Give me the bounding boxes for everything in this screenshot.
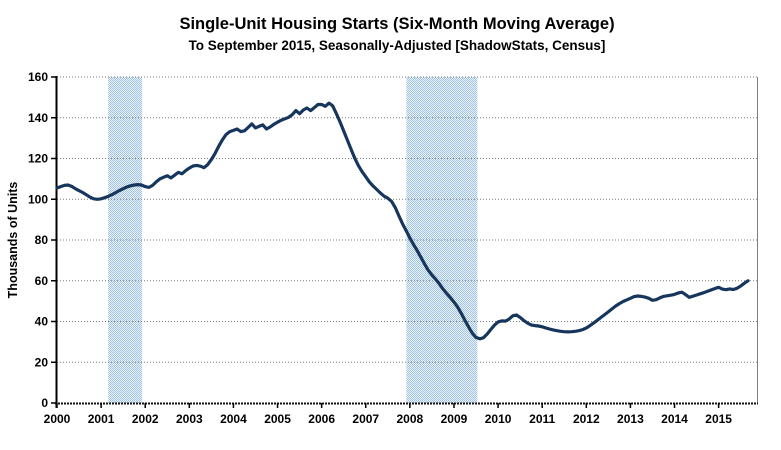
y-tick-label: 80 — [35, 233, 49, 247]
y-tick-label: 120 — [28, 152, 48, 166]
x-tick-label: 2002 — [132, 412, 159, 426]
plot-area: 0 20 40 60 80 100 120 140 160 2000 2001 2002 2003 200… — [28, 70, 758, 426]
x-tick-label: 2007 — [352, 412, 379, 426]
x-tick-label: 2015 — [705, 412, 732, 426]
housing-starts-series-line — [55, 101, 750, 341]
y-axis-title: Thousands of Units — [6, 182, 20, 299]
y-tick-label: 140 — [28, 111, 48, 125]
x-tick-label: 2014 — [661, 412, 688, 426]
y-tick-label: 20 — [35, 355, 49, 369]
chart-subtitle: To September 2015, Seasonally-Adjusted [… — [189, 38, 606, 53]
x-tick-label: 2011 — [529, 412, 555, 426]
x-tick-label: 2013 — [617, 412, 644, 426]
x-tick-label: 2000 — [44, 412, 71, 426]
x-tick-label: 2006 — [308, 412, 335, 426]
y-tick-label: 40 — [35, 315, 49, 329]
y-tick-label: 60 — [35, 274, 49, 288]
x-tick-label: 2004 — [220, 412, 247, 426]
chart-title: Single-Unit Housing Starts (Six-Month Mo… — [179, 15, 614, 33]
x-tick-label: 2012 — [573, 412, 600, 426]
y-tick-label: 160 — [28, 70, 48, 84]
x-tick-label: 2005 — [264, 412, 291, 426]
x-tick-label: 2001 — [88, 412, 115, 426]
y-tick-label: 0 — [41, 396, 48, 410]
recession-band — [108, 77, 143, 403]
y-tick-label: 100 — [28, 192, 48, 206]
x-tick-label: 2010 — [485, 412, 512, 426]
x-tick-label: 2008 — [397, 412, 424, 426]
x-tick-label: 2003 — [176, 412, 203, 426]
x-tick-label: 2009 — [441, 412, 468, 426]
